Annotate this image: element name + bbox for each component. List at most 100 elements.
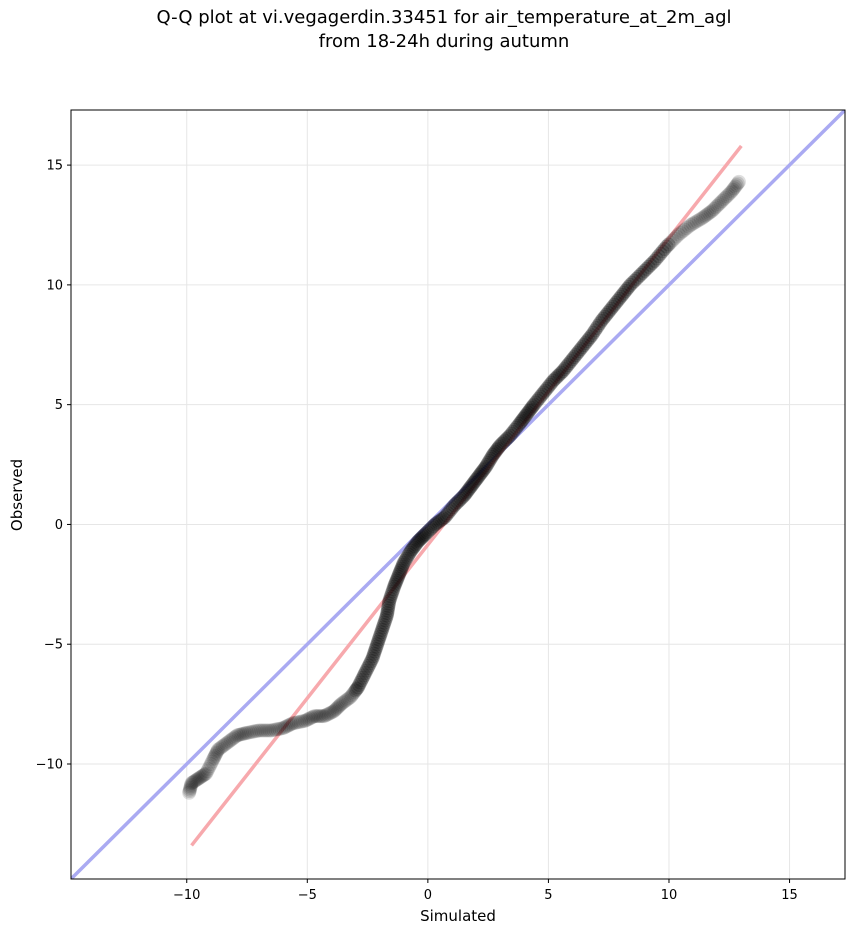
- x-tick-label: −5: [298, 888, 317, 903]
- quantile-point: [459, 485, 474, 500]
- quantile-point: [372, 630, 387, 645]
- quantile-point: [384, 586, 399, 601]
- quantile-point: [281, 718, 296, 733]
- quantile-point: [202, 759, 217, 774]
- quantile-point: [633, 267, 648, 282]
- quantile-point: [305, 709, 320, 724]
- quantile-point: [284, 717, 299, 732]
- quantile-point: [727, 181, 742, 196]
- quantile-point: [514, 413, 529, 428]
- quantile-point: [683, 217, 698, 232]
- quantile-point: [369, 639, 384, 654]
- quantile-point: [499, 432, 514, 447]
- quantile-point: [348, 683, 363, 698]
- x-axis-label: Simulated: [420, 907, 496, 925]
- quantile-point: [472, 467, 487, 482]
- quantile-point: [635, 265, 650, 280]
- quantile-point: [391, 569, 406, 584]
- quantile-point: [501, 430, 516, 445]
- quantile-point: [641, 259, 656, 274]
- quantile-point: [600, 305, 615, 320]
- quantile-point: [193, 770, 207, 785]
- quantile-point: [716, 192, 731, 207]
- quantile-point: [463, 480, 478, 495]
- quantile-point: [387, 577, 402, 592]
- quantile-point: [464, 479, 479, 494]
- y-axis-ticks: −10 −5 0 5 10 15: [36, 159, 71, 773]
- quantile-point: [391, 567, 406, 582]
- quantile-point: [498, 433, 513, 448]
- quantile-point: [272, 721, 287, 736]
- quantile-point: [702, 206, 717, 221]
- quantile-point: [563, 354, 578, 369]
- quantile-point: [618, 283, 633, 298]
- quantile-point: [437, 510, 452, 525]
- quantile-point: [575, 340, 590, 355]
- quantile-point: [455, 490, 470, 505]
- quantile-point: [629, 271, 644, 286]
- quantile-point: [725, 182, 740, 197]
- quantile-point: [616, 285, 631, 300]
- quantile-point: [190, 772, 205, 787]
- quantile-point: [184, 777, 199, 792]
- quantile-point: [581, 332, 596, 347]
- quantile-point: [485, 447, 500, 462]
- quantile-point: [568, 348, 583, 363]
- x-tick-label: −10: [173, 888, 200, 903]
- quantile-point: [525, 399, 540, 414]
- quantile-point: [279, 719, 294, 734]
- quantile-point: [313, 709, 328, 724]
- quantile-point: [700, 207, 715, 222]
- quantile-point: [481, 455, 496, 470]
- quantile-point: [227, 730, 242, 745]
- quantile-point: [359, 663, 374, 678]
- chart-title: Q-Q plot at vi.vegagerdin.33451 for air_…: [0, 6, 854, 54]
- x-tick-label: 10: [661, 888, 678, 903]
- quantile-point: [547, 372, 562, 387]
- quantile-point: [490, 441, 505, 456]
- x-tick-label: 15: [781, 888, 798, 903]
- quantile-point: [238, 726, 253, 741]
- quantile-point: [347, 685, 362, 700]
- quantile-point: [211, 742, 226, 757]
- quantile-point: [394, 561, 409, 576]
- quantile-point: [322, 706, 336, 721]
- quantile-point: [467, 474, 482, 489]
- quantile-point: [360, 661, 375, 676]
- quantile-point: [649, 251, 664, 266]
- quantile-point: [552, 367, 567, 382]
- quantile-point: [225, 731, 240, 746]
- quantile-point: [317, 709, 332, 724]
- quantile-point: [483, 451, 498, 466]
- quantile-point: [383, 591, 398, 606]
- quantile-point: [191, 771, 206, 786]
- quantile-point: [209, 745, 224, 760]
- quantile-point: [276, 721, 291, 736]
- quantile-point: [328, 703, 343, 718]
- quantile-point: [625, 275, 640, 290]
- quantile-point: [395, 559, 410, 574]
- quantile-point: [551, 368, 566, 383]
- quantile-point: [578, 336, 593, 351]
- quantile-point: [669, 229, 684, 244]
- quantile-point: [262, 723, 277, 738]
- quantile-point: [627, 273, 642, 288]
- quantile-point: [477, 461, 492, 476]
- quantile-point: [473, 466, 488, 481]
- quantile-point: [470, 471, 485, 486]
- quantile-point: [301, 712, 316, 727]
- quantile-point: [212, 741, 227, 756]
- y-tick-label: −5: [44, 638, 63, 653]
- quantile-point: [199, 766, 214, 781]
- quantile-point: [386, 582, 401, 597]
- quantile-point: [375, 620, 390, 635]
- quantile-point: [206, 752, 221, 767]
- quantile-point: [576, 338, 591, 353]
- quantile-point: [465, 477, 480, 492]
- quantile-point: [214, 740, 229, 755]
- quantile-point: [510, 418, 525, 433]
- quantile-point: [592, 316, 607, 331]
- quantile-point: [200, 764, 215, 779]
- quantile-point: [203, 757, 218, 772]
- quantile-point: [260, 723, 275, 738]
